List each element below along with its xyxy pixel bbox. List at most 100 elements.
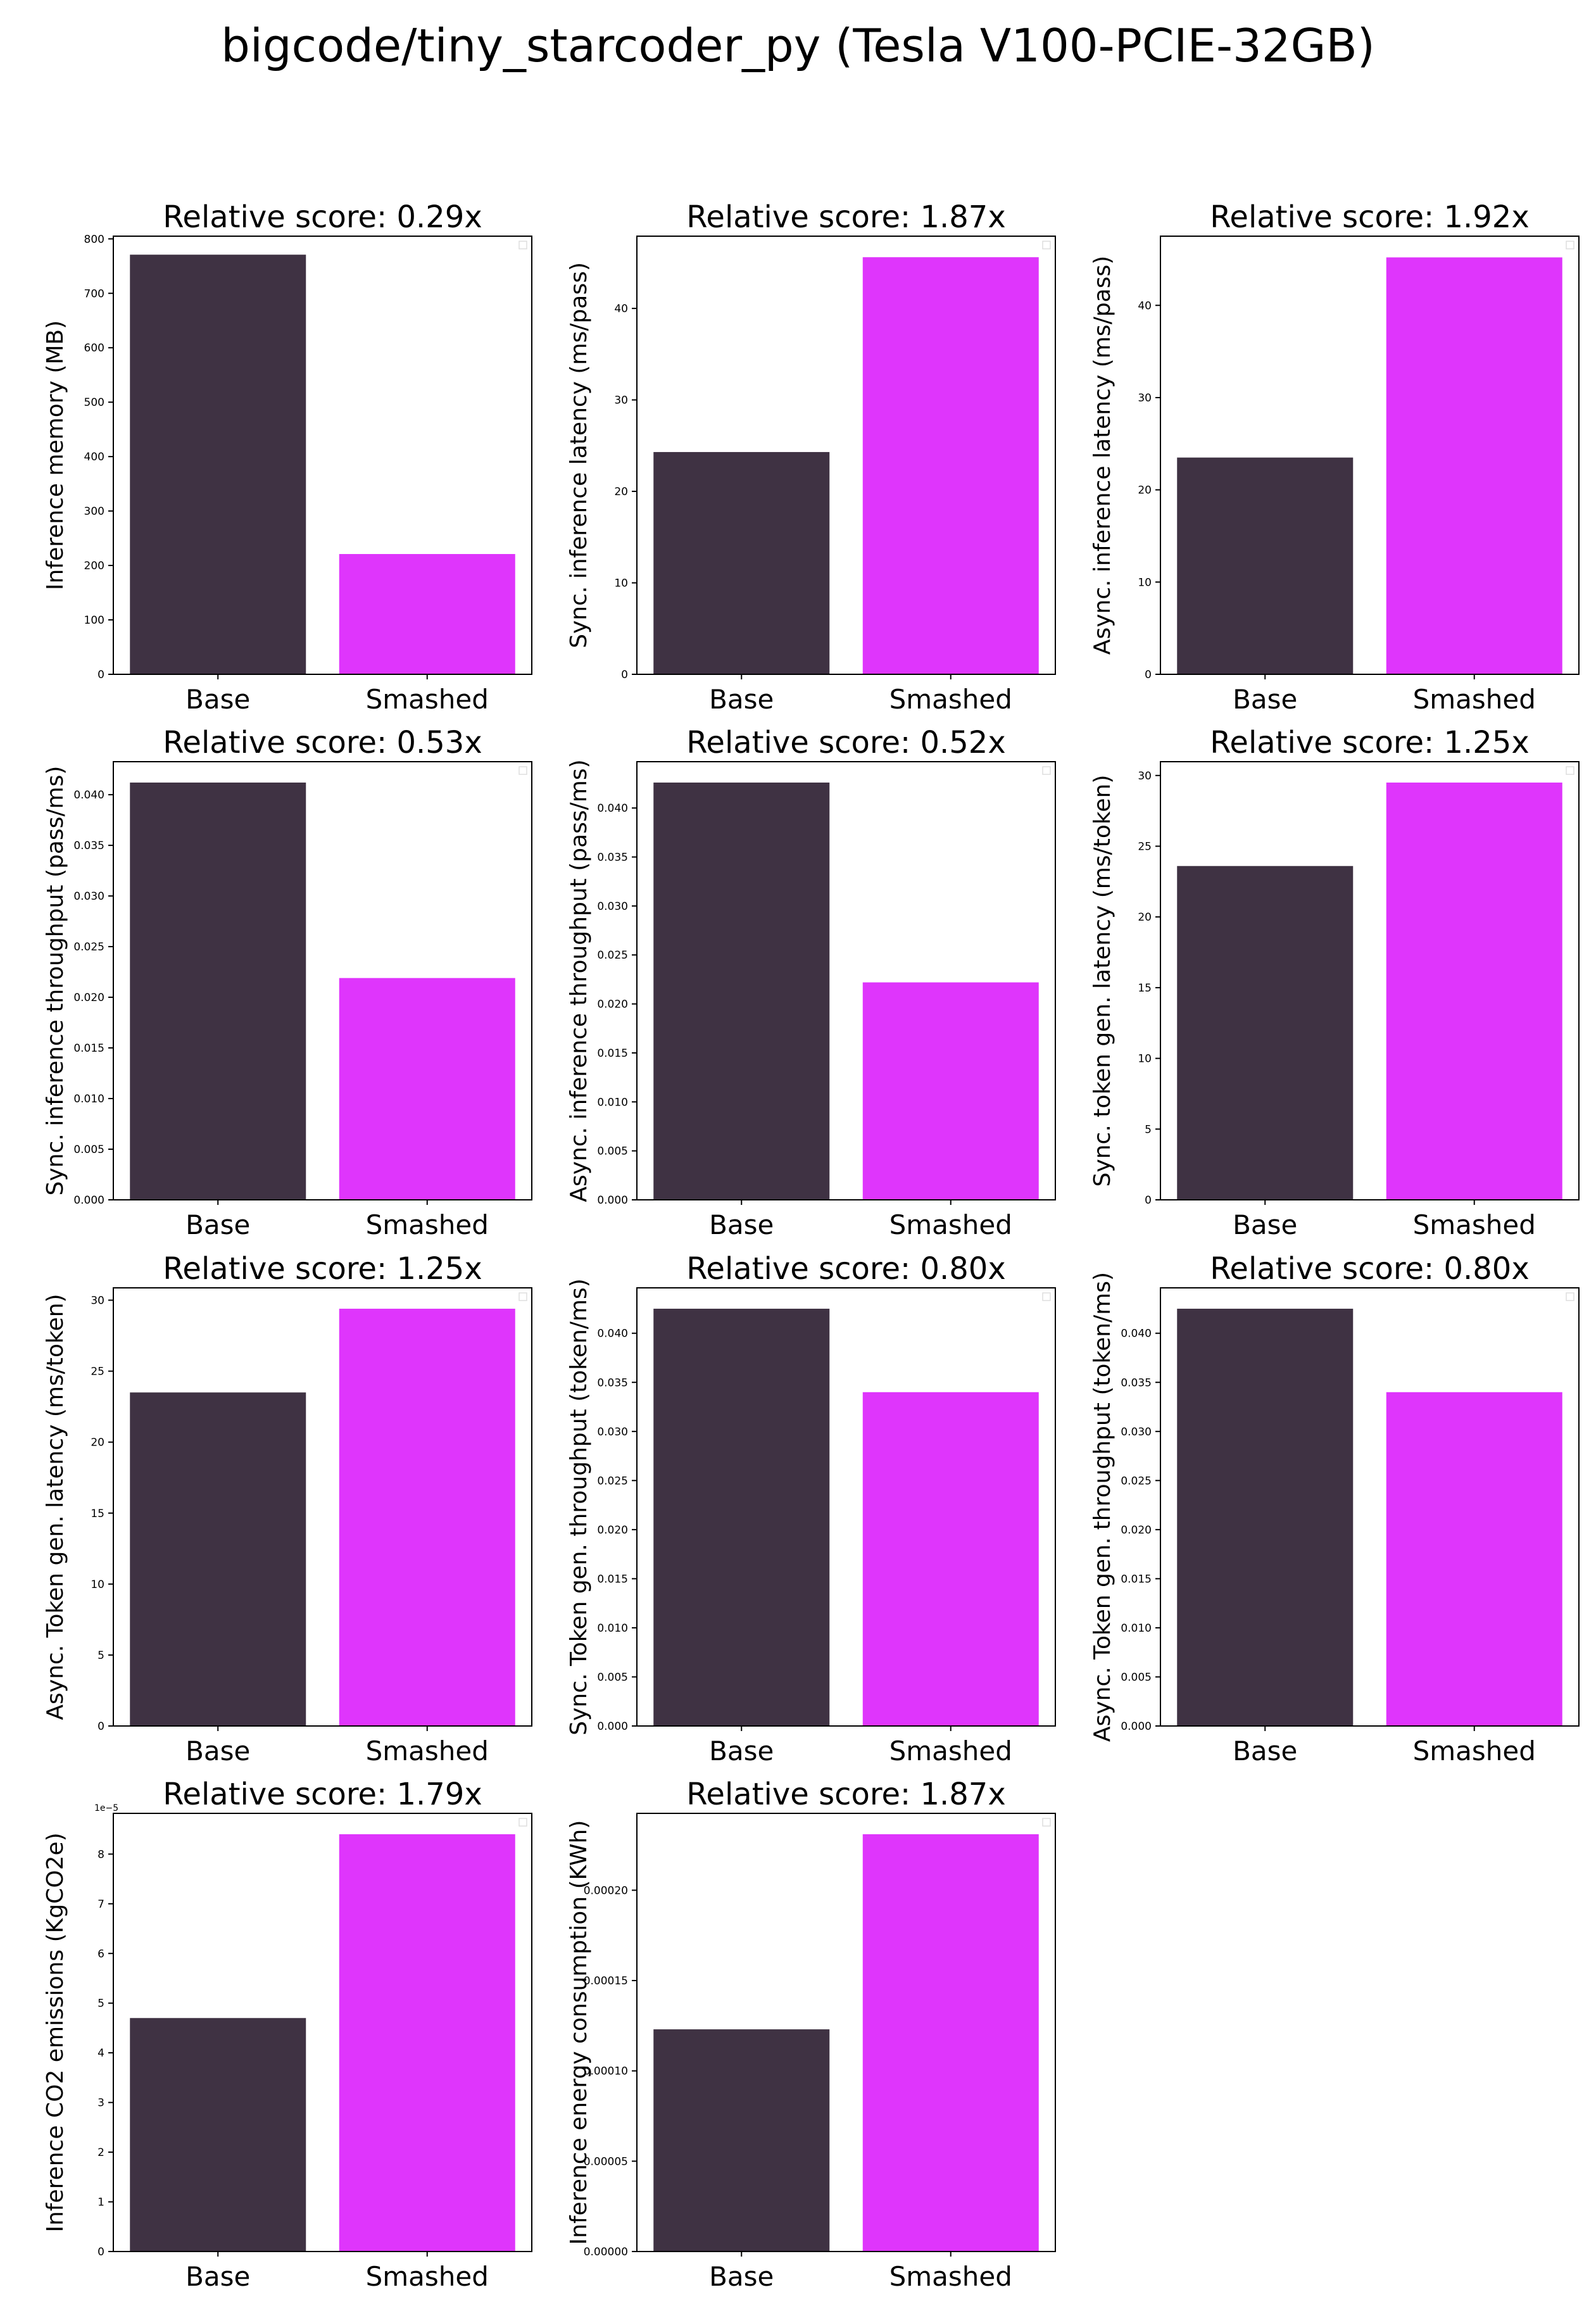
legend-box [1042, 241, 1051, 249]
y-axis-label: Sync. inference latency (ms/pass) [566, 262, 592, 648]
y-tick-label: 0.020 [1121, 1524, 1152, 1537]
y-tick-label: 0.030 [73, 890, 104, 903]
y-tick-label: 15 [1138, 982, 1152, 995]
x-tick-label: Smashed [889, 1735, 1012, 1767]
y-tick-label: 200 [84, 560, 104, 572]
legend-box [1042, 766, 1051, 775]
x-tick-label: Base [709, 684, 774, 715]
y-tick-label: 10 [1138, 576, 1152, 589]
legend-box [518, 1818, 527, 1827]
subplot-2: Relative score: 1.87x Base Smashed 0 10 20 30 4… [566, 199, 1056, 715]
x-tick-label: Smashed [366, 684, 489, 715]
bar-smashed [862, 982, 1039, 1200]
subplot-5: Relative score: 0.52x Base Smashed 0.000 0.0… [566, 725, 1056, 1240]
y-tick-label: 30 [614, 394, 628, 407]
y-tick-label: 0.015 [73, 1042, 104, 1055]
subplot-title: Relative score: 1.79x [163, 1777, 482, 1812]
subplot-8: Relative score: 0.80x Base Smashed 0.000 0.0… [566, 1251, 1056, 1767]
y-tick-label: 0.00020 [584, 1884, 628, 1897]
x-tick-label: Smashed [889, 2261, 1012, 2292]
y-axis-label: Inference CO2 emissions (KgCO2e) [42, 1832, 68, 2232]
x-tick-label: Base [185, 684, 250, 715]
x-tick-label: Base [1233, 1735, 1297, 1767]
y-tick-label: 0.00015 [584, 1975, 628, 1987]
y-tick-label: 400 [84, 451, 104, 463]
x-tick-label: Smashed [1413, 684, 1536, 715]
y-tick-label: 2 [97, 2146, 104, 2159]
x-tick-label: Base [1233, 684, 1297, 715]
y-tick-label: 10 [91, 1578, 104, 1591]
y-axis-label: Async. Token gen. latency (ms/token) [42, 1294, 68, 1720]
y-tick-label: 0.00000 [584, 2246, 628, 2258]
y-tick-label: 30 [91, 1295, 104, 1307]
y-tick-label: 0.000 [1121, 1720, 1152, 1733]
axes-frame [113, 236, 532, 675]
y-tick-label: 0.020 [597, 998, 628, 1011]
bar-base [1177, 457, 1354, 674]
y-tick-label: 0.010 [597, 1622, 628, 1635]
y-tick-label: 300 [84, 505, 104, 518]
legend-box [1566, 766, 1574, 775]
y-tick-label: 0.025 [597, 1475, 628, 1487]
y-offset-text: 1e−5 [94, 1803, 118, 1813]
y-tick-label: 0.040 [1121, 1328, 1152, 1340]
y-tick-label: 0.015 [597, 1047, 628, 1060]
y-tick-label: 1 [97, 2196, 104, 2209]
bar-base [1177, 866, 1354, 1200]
y-tick-label: 25 [1138, 840, 1152, 853]
y-tick-label: 15 [91, 1508, 104, 1520]
bar-smashed [1386, 782, 1562, 1200]
figure-title: bigcode/tiny_starcoder_py (Tesla V100-PC… [221, 19, 1375, 72]
bar-base [130, 2018, 306, 2252]
bar-base [653, 451, 830, 674]
y-tick-label: 0.040 [73, 789, 104, 802]
x-tick-label: Smashed [366, 1209, 489, 1240]
subplot-title: Relative score: 1.25x [1210, 725, 1530, 760]
legend-box [1566, 241, 1574, 249]
axes-frame [1160, 236, 1580, 675]
y-tick-label: 40 [1138, 299, 1152, 312]
y-tick-label: 0.010 [73, 1093, 104, 1105]
subplot-6: Relative score: 1.25x Base Smashed 0 5 10 15 20… [1090, 725, 1580, 1240]
y-tick-label: 0.015 [1121, 1573, 1152, 1585]
subplot-title: Relative score: 1.87x [686, 1777, 1006, 1812]
bar-smashed [862, 1834, 1039, 2252]
y-axis-label: Sync. Token gen. throughput (token/ms) [566, 1278, 592, 1735]
y-tick-label: 4 [97, 2047, 104, 2060]
axes-frame [636, 1813, 1056, 2252]
y-tick-label: 0.025 [73, 941, 104, 954]
subplot-title: Relative score: 1.25x [163, 1251, 482, 1287]
y-tick-label: 10 [1138, 1053, 1152, 1066]
x-tick-label: Base [1233, 1209, 1297, 1240]
y-tick-label: 0.035 [597, 852, 628, 864]
y-tick-label: 0.010 [1121, 1622, 1152, 1635]
y-tick-label: 5 [97, 1649, 104, 1662]
legend-box [518, 1292, 527, 1301]
y-tick-label: 25 [91, 1366, 104, 1378]
y-tick-label: 3 [97, 2097, 104, 2110]
x-tick-label: Smashed [366, 1735, 489, 1767]
axes-frame [636, 236, 1056, 675]
y-tick-label: 0.000 [73, 1194, 104, 1207]
axes-frame [1160, 761, 1580, 1200]
y-tick-label: 20 [614, 486, 628, 498]
x-tick-label: Base [185, 2261, 250, 2292]
legend-box [518, 241, 527, 249]
y-tick-label: 0 [1145, 669, 1152, 681]
y-tick-label: 700 [84, 287, 104, 300]
y-tick-label: 500 [84, 396, 104, 409]
subplot-title: Relative score: 0.80x [1210, 1251, 1530, 1287]
x-tick-label: Base [185, 1209, 250, 1240]
y-tick-label: 0 [1145, 1194, 1152, 1207]
legend-box [1566, 1292, 1574, 1301]
y-tick-label: 20 [1138, 484, 1152, 497]
subplot-title: Relative score: 1.92x [1210, 199, 1530, 235]
y-tick-label: 40 [614, 303, 628, 315]
y-tick-label: 0 [97, 669, 104, 681]
bar-base [653, 2029, 830, 2252]
y-tick-label: 0.035 [73, 840, 104, 852]
bar-base [130, 1392, 306, 1726]
y-axis-label: Async. Token gen. throughput (token/ms) [1090, 1272, 1115, 1742]
y-tick-label: 0.000 [597, 1720, 628, 1733]
